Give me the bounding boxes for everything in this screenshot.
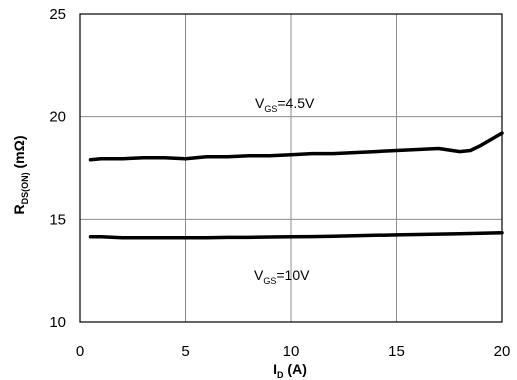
x-tick-label: 20 bbox=[494, 343, 511, 360]
annotation-vgs-10v: VGS=10V bbox=[254, 267, 310, 286]
series-group bbox=[88, 131, 504, 240]
series-line-2 bbox=[88, 230, 504, 240]
y-tick-label: 20 bbox=[49, 109, 66, 126]
x-tick-label: 15 bbox=[388, 343, 405, 360]
series-line-1 bbox=[88, 131, 504, 162]
grid bbox=[80, 14, 502, 322]
x-axis-label: ID (A) bbox=[273, 361, 307, 380]
y-tick-label: 10 bbox=[49, 314, 66, 331]
y-axis-label: RDS(ON) (mΩ) bbox=[11, 135, 30, 214]
annotation-vgs-4-5v: VGS=4.5V bbox=[255, 95, 315, 114]
x-tick-labels: 0 5 10 15 20 bbox=[76, 343, 511, 360]
x-tick-label: 0 bbox=[76, 343, 84, 360]
y-tick-label: 15 bbox=[49, 211, 66, 228]
x-tick-label: 10 bbox=[283, 343, 300, 360]
y-tick-labels: 10 15 20 25 bbox=[49, 6, 66, 331]
x-tick-label: 5 bbox=[181, 343, 189, 360]
y-tick-label: 25 bbox=[49, 6, 66, 23]
plot-area-border bbox=[79, 13, 503, 323]
